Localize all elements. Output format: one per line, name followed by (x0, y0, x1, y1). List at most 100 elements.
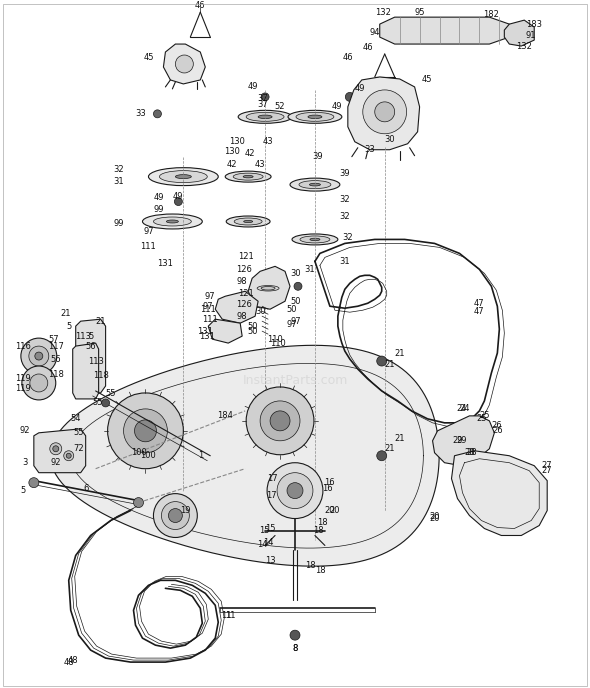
Text: 3: 3 (22, 458, 28, 467)
Text: 30: 30 (385, 136, 395, 144)
Text: 17: 17 (267, 474, 277, 483)
Circle shape (50, 443, 62, 455)
Text: 20: 20 (430, 514, 440, 523)
Text: 97: 97 (203, 302, 214, 311)
Text: 132: 132 (375, 8, 391, 17)
Text: 111: 111 (140, 242, 156, 251)
Text: 57: 57 (48, 334, 59, 343)
Circle shape (345, 92, 355, 101)
Text: 5: 5 (66, 322, 71, 331)
Text: 116: 116 (15, 341, 31, 351)
Circle shape (153, 110, 162, 118)
Text: 19: 19 (180, 506, 191, 515)
Text: 130: 130 (230, 137, 245, 147)
Text: 32: 32 (339, 195, 350, 204)
Text: 33: 33 (365, 145, 375, 154)
Polygon shape (451, 451, 547, 535)
Text: 92: 92 (19, 427, 30, 436)
Ellipse shape (234, 218, 262, 225)
Circle shape (175, 197, 182, 206)
Text: 50: 50 (247, 322, 257, 331)
Ellipse shape (258, 115, 272, 118)
Text: 46: 46 (362, 43, 373, 52)
Circle shape (246, 387, 314, 455)
Text: 55: 55 (93, 398, 103, 407)
Polygon shape (76, 319, 106, 393)
Text: 5: 5 (20, 486, 25, 495)
Text: 21: 21 (395, 349, 405, 358)
Text: 5: 5 (88, 332, 93, 341)
Text: 43: 43 (263, 137, 273, 147)
Text: 72: 72 (73, 444, 84, 453)
Text: 15: 15 (259, 526, 270, 535)
Text: 11: 11 (225, 611, 235, 620)
Circle shape (101, 399, 110, 407)
Text: 50: 50 (287, 305, 297, 314)
Text: 27: 27 (542, 461, 552, 470)
Circle shape (53, 446, 59, 452)
Text: 99: 99 (153, 205, 163, 214)
Text: 111: 111 (202, 314, 218, 323)
Text: 94: 94 (369, 28, 380, 36)
Text: 118: 118 (93, 372, 109, 380)
Text: 97: 97 (287, 320, 297, 329)
Polygon shape (34, 429, 86, 473)
Text: 37: 37 (258, 94, 268, 103)
Text: 43: 43 (255, 160, 266, 169)
Text: 98: 98 (237, 312, 247, 321)
Text: 25: 25 (479, 411, 490, 420)
Text: 119: 119 (15, 385, 31, 394)
Text: 16: 16 (324, 478, 335, 487)
Circle shape (21, 338, 57, 374)
Text: 21: 21 (385, 444, 395, 453)
Circle shape (22, 366, 56, 400)
Text: 39: 39 (339, 169, 350, 178)
Text: 97: 97 (291, 316, 301, 325)
Text: 183: 183 (526, 20, 542, 29)
Text: 110: 110 (270, 338, 286, 347)
Circle shape (162, 502, 189, 530)
Text: 18: 18 (317, 518, 327, 527)
Text: 8: 8 (292, 644, 298, 653)
Text: 98: 98 (237, 277, 247, 286)
Circle shape (35, 352, 43, 360)
Circle shape (375, 102, 395, 122)
Text: 25: 25 (476, 414, 487, 423)
Text: 100: 100 (140, 451, 156, 460)
Text: 110: 110 (267, 334, 283, 343)
Text: 46: 46 (195, 1, 205, 10)
Text: 16: 16 (323, 484, 333, 493)
Ellipse shape (175, 175, 191, 179)
Text: 47: 47 (474, 307, 485, 316)
Polygon shape (73, 343, 99, 399)
Text: 132: 132 (516, 41, 532, 50)
Ellipse shape (159, 171, 207, 182)
Text: 50: 50 (247, 327, 257, 336)
Text: 113: 113 (75, 332, 91, 341)
Circle shape (133, 497, 143, 508)
Text: 27: 27 (542, 466, 552, 475)
Ellipse shape (290, 178, 340, 191)
Text: 95: 95 (414, 8, 425, 17)
Text: 18: 18 (313, 526, 323, 535)
Text: 119: 119 (15, 374, 31, 383)
Ellipse shape (244, 220, 253, 223)
Text: 111: 111 (201, 305, 216, 314)
Polygon shape (215, 291, 258, 323)
Text: 29: 29 (456, 436, 467, 445)
Polygon shape (380, 17, 509, 44)
Circle shape (277, 473, 313, 508)
Text: 50: 50 (291, 297, 301, 305)
Text: 6: 6 (83, 484, 88, 493)
Text: 113: 113 (88, 356, 104, 365)
Text: 26: 26 (492, 427, 503, 436)
Text: 48: 48 (63, 658, 74, 667)
Text: 26: 26 (491, 421, 502, 430)
Text: 32: 32 (343, 233, 353, 242)
Ellipse shape (310, 238, 320, 241)
Ellipse shape (149, 168, 218, 186)
Circle shape (175, 55, 194, 73)
Text: 13: 13 (265, 556, 276, 565)
Text: 91: 91 (526, 30, 536, 40)
Circle shape (30, 374, 48, 392)
